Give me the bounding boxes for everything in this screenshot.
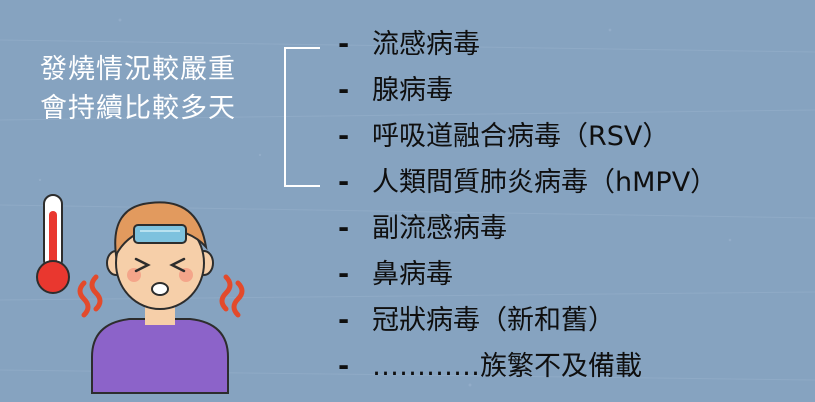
list-item-label: 流感病毒 bbox=[372, 29, 480, 60]
list-item-label: …………族繁不及備載 bbox=[372, 351, 642, 382]
list-dash: - bbox=[338, 121, 350, 152]
list-dash: - bbox=[338, 305, 350, 336]
list-dash: - bbox=[338, 259, 350, 290]
list-item: - 呼吸道融合病毒（RSV） bbox=[338, 114, 717, 160]
fever-summary: 發燒情況較嚴重 會持續比較多天 bbox=[18, 50, 258, 128]
list-item: - 人類間質肺炎病毒（hMPV） bbox=[338, 160, 717, 206]
list-item: - 腺病毒 bbox=[338, 68, 717, 114]
list-item-label: 副流感病毒 bbox=[372, 213, 507, 244]
list-item-label: 呼吸道融合病毒（RSV） bbox=[372, 121, 670, 152]
list-item: - 冠狀病毒（新和舊） bbox=[338, 298, 717, 344]
list-dash: - bbox=[338, 351, 350, 382]
list-item: - 鼻病毒 bbox=[338, 252, 717, 298]
list-item: - …………族繁不及備載 bbox=[338, 344, 717, 390]
list-item-label: 腺病毒 bbox=[372, 75, 453, 106]
list-item: - 流感病毒 bbox=[338, 22, 717, 68]
list-dash: - bbox=[338, 75, 350, 106]
ice-pack-icon bbox=[133, 224, 187, 244]
list-dash: - bbox=[338, 29, 350, 60]
list-item-label: 冠狀病毒（新和舊） bbox=[372, 305, 615, 336]
thermometer-icon bbox=[36, 194, 70, 294]
virus-list: - 流感病毒 - 腺病毒 - 呼吸道融合病毒（RSV） - 人類間質肺炎病毒（h… bbox=[338, 22, 717, 390]
list-dash: - bbox=[338, 213, 350, 244]
list-dash: - bbox=[338, 167, 350, 198]
summary-line-2: 會持續比較多天 bbox=[40, 93, 236, 124]
list-item: - 副流感病毒 bbox=[338, 206, 717, 252]
list-item-label: 鼻病毒 bbox=[372, 259, 453, 290]
list-item-label: 人類間質肺炎病毒（hMPV） bbox=[372, 167, 718, 198]
fever-illustration bbox=[36, 194, 245, 394]
fever-wave-icon bbox=[77, 274, 245, 318]
summary-line-1: 發燒情況較嚴重 bbox=[40, 54, 236, 85]
bracket-connector bbox=[284, 47, 320, 187]
